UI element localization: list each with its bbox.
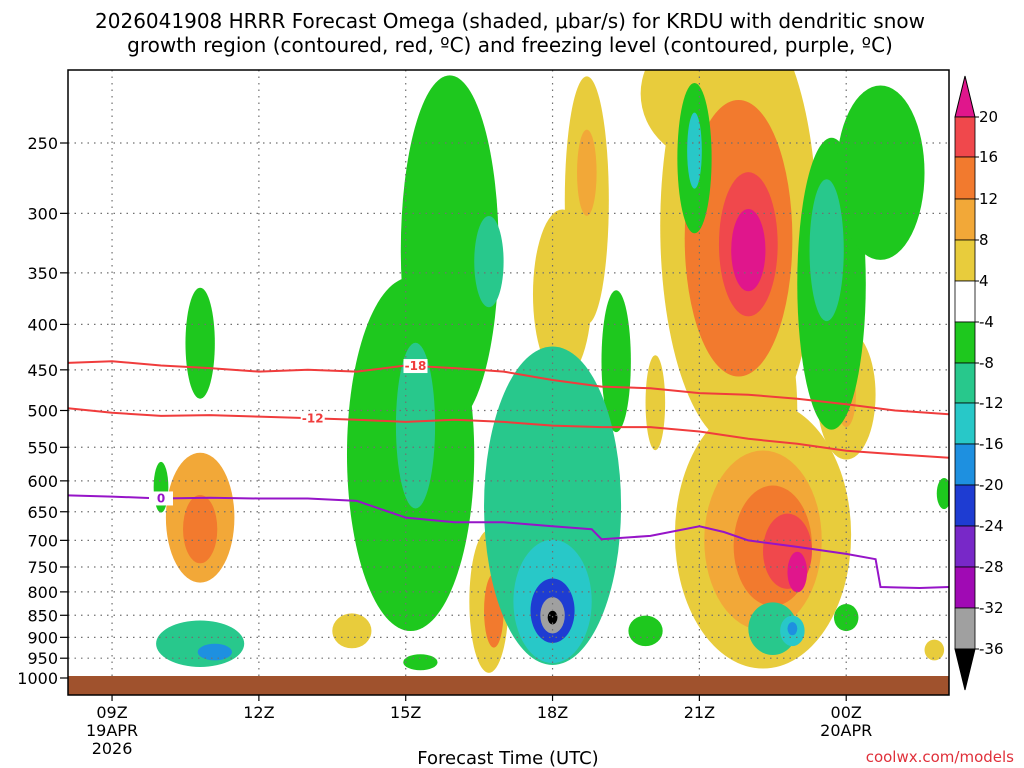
colorbar-label-1: 16: [979, 148, 998, 166]
contour--12: [68, 407, 949, 459]
omega-cell-28: [601, 290, 631, 433]
omega-cell-48: [547, 610, 558, 625]
chart-title-line-2: growth region (contoured, red, ºC) and f…: [127, 33, 893, 57]
y-tick-label-350: 350: [27, 264, 58, 283]
omega-cell-2: [645, 355, 666, 451]
colorbar-label-10: -24: [979, 517, 1004, 535]
contour-label-0: 0: [157, 491, 165, 505]
contour-label--12: -12: [302, 411, 324, 425]
colorbar-label-8: -16: [979, 435, 1004, 453]
omega-cell-27: [400, 75, 499, 425]
x-tick-label-09Z: 09Z: [96, 703, 127, 722]
temperature-contours: -18 -12 0: [68, 359, 949, 590]
y-tick-label-750: 750: [27, 558, 58, 577]
x-date-label-09Z-0: 19APR: [86, 721, 138, 740]
contour-0: [68, 494, 949, 590]
colorbar-box-12: [954, 607, 976, 650]
colorbar-box-11: [954, 566, 976, 609]
colorbar: 20 16 12 8 4 -4 -8 -12 -16 -20 -24 -28 -32 -36: [954, 75, 1004, 691]
x-tick-label-12Z: 12Z: [243, 703, 274, 722]
y-tick-label-1000: 1000: [17, 669, 58, 688]
x-tick-label-00Z: 00Z: [831, 703, 862, 722]
colorbar-box-1: [954, 156, 976, 200]
colorbar-box-4: [954, 280, 976, 323]
colorbar-box-9: [954, 484, 976, 527]
colorbar-box-6: [954, 362, 976, 404]
colorbar-label-0: 20: [979, 108, 998, 126]
omega-cell-35: [156, 620, 245, 667]
omega-cell-12: [577, 129, 597, 216]
x-tick-label-18Z: 18Z: [537, 703, 568, 722]
colorbar-box-8: [954, 443, 976, 486]
colorbar-box-0: [954, 116, 976, 158]
x-date-label-09Z-1: 2026: [92, 739, 133, 758]
colorbar-label-12: -32: [979, 599, 1004, 617]
y-tick-label-800: 800: [27, 583, 58, 602]
colorbar-label-2: 12: [979, 190, 998, 208]
omega-cell-15: [183, 495, 218, 564]
y-tick-label-850: 850: [27, 606, 58, 625]
colorbar-label-13: -36: [979, 640, 1004, 658]
y-tick-label-300: 300: [27, 204, 58, 223]
omega-cell-42: [687, 112, 702, 189]
y-tick-label-250: 250: [27, 134, 58, 153]
colorbar-bottom-arrow: [954, 648, 976, 691]
colorbar-label-7: -12: [979, 394, 1004, 412]
omega-cell-23: [403, 654, 438, 671]
omega-cell-31: [836, 85, 925, 260]
omega-cell-21: [731, 209, 766, 292]
x-axis-title: Forecast Time (UTC): [417, 748, 598, 768]
y-tick-label-650: 650: [27, 503, 58, 522]
colorbar-label-11: -28: [979, 558, 1004, 576]
omega-cell-29: [628, 615, 663, 647]
colorbar-label-9: -20: [979, 476, 1004, 494]
colorbar-box-2: [954, 198, 976, 241]
y-tick-label-600: 600: [27, 472, 58, 491]
colorbar-box-5: [954, 321, 976, 364]
chart-title-line-1: 2026041908 HRRR Forecast Omega (shaded, …: [95, 9, 925, 33]
omega-cell-40: [809, 179, 844, 322]
y-tick-label-450: 450: [27, 361, 58, 380]
contour--18: [68, 360, 949, 416]
y-tick-label-950: 950: [27, 649, 58, 668]
omega-cell-4: [924, 639, 945, 661]
x-date-label-00Z-0: 20APR: [820, 721, 872, 740]
omega-cell-22: [787, 551, 808, 593]
plot-frame: [67, 69, 950, 696]
colorbar-box-7: [954, 402, 976, 445]
omega-cell-0: [332, 613, 372, 649]
colorbar-label-6: -8: [979, 354, 994, 372]
y-tick-label-550: 550: [27, 438, 58, 457]
colorbar-label-5: -4: [979, 313, 994, 331]
y-axis: 250 300 350 400 450 500 550 600 650 700 750 800 850 9…: [17, 134, 68, 688]
omega-cell-32: [833, 603, 859, 632]
y-tick-label-900: 900: [27, 628, 58, 647]
y-tick-label-700: 700: [27, 531, 58, 550]
omega-cell-45: [787, 622, 798, 636]
contour-label--18: -18: [405, 359, 427, 373]
omega-cell-33: [936, 477, 949, 510]
x-tick-label-15Z: 15Z: [390, 703, 421, 722]
ground-surface: [68, 676, 949, 695]
y-tick-label-400: 400: [27, 315, 58, 334]
colorbar-label-3: 8: [979, 231, 989, 249]
y-tick-label-500: 500: [27, 402, 58, 421]
colorbar-box-10: [954, 525, 976, 568]
colorbar-label-4: 4: [979, 272, 989, 290]
contour-label-bg--12: [300, 411, 325, 426]
colorbar-box-3: [954, 239, 976, 282]
grid-lines: [68, 70, 949, 695]
x-tick-label-21Z: 21Z: [684, 703, 715, 722]
omega-cell-38: [474, 216, 504, 308]
contour-label-bg-0: [148, 491, 173, 506]
omega-cell-24: [185, 287, 215, 399]
credit-text: coolwx.com/models: [866, 748, 1014, 766]
contour-label-bg--18: [403, 359, 428, 374]
omega-cell-44: [197, 643, 232, 661]
